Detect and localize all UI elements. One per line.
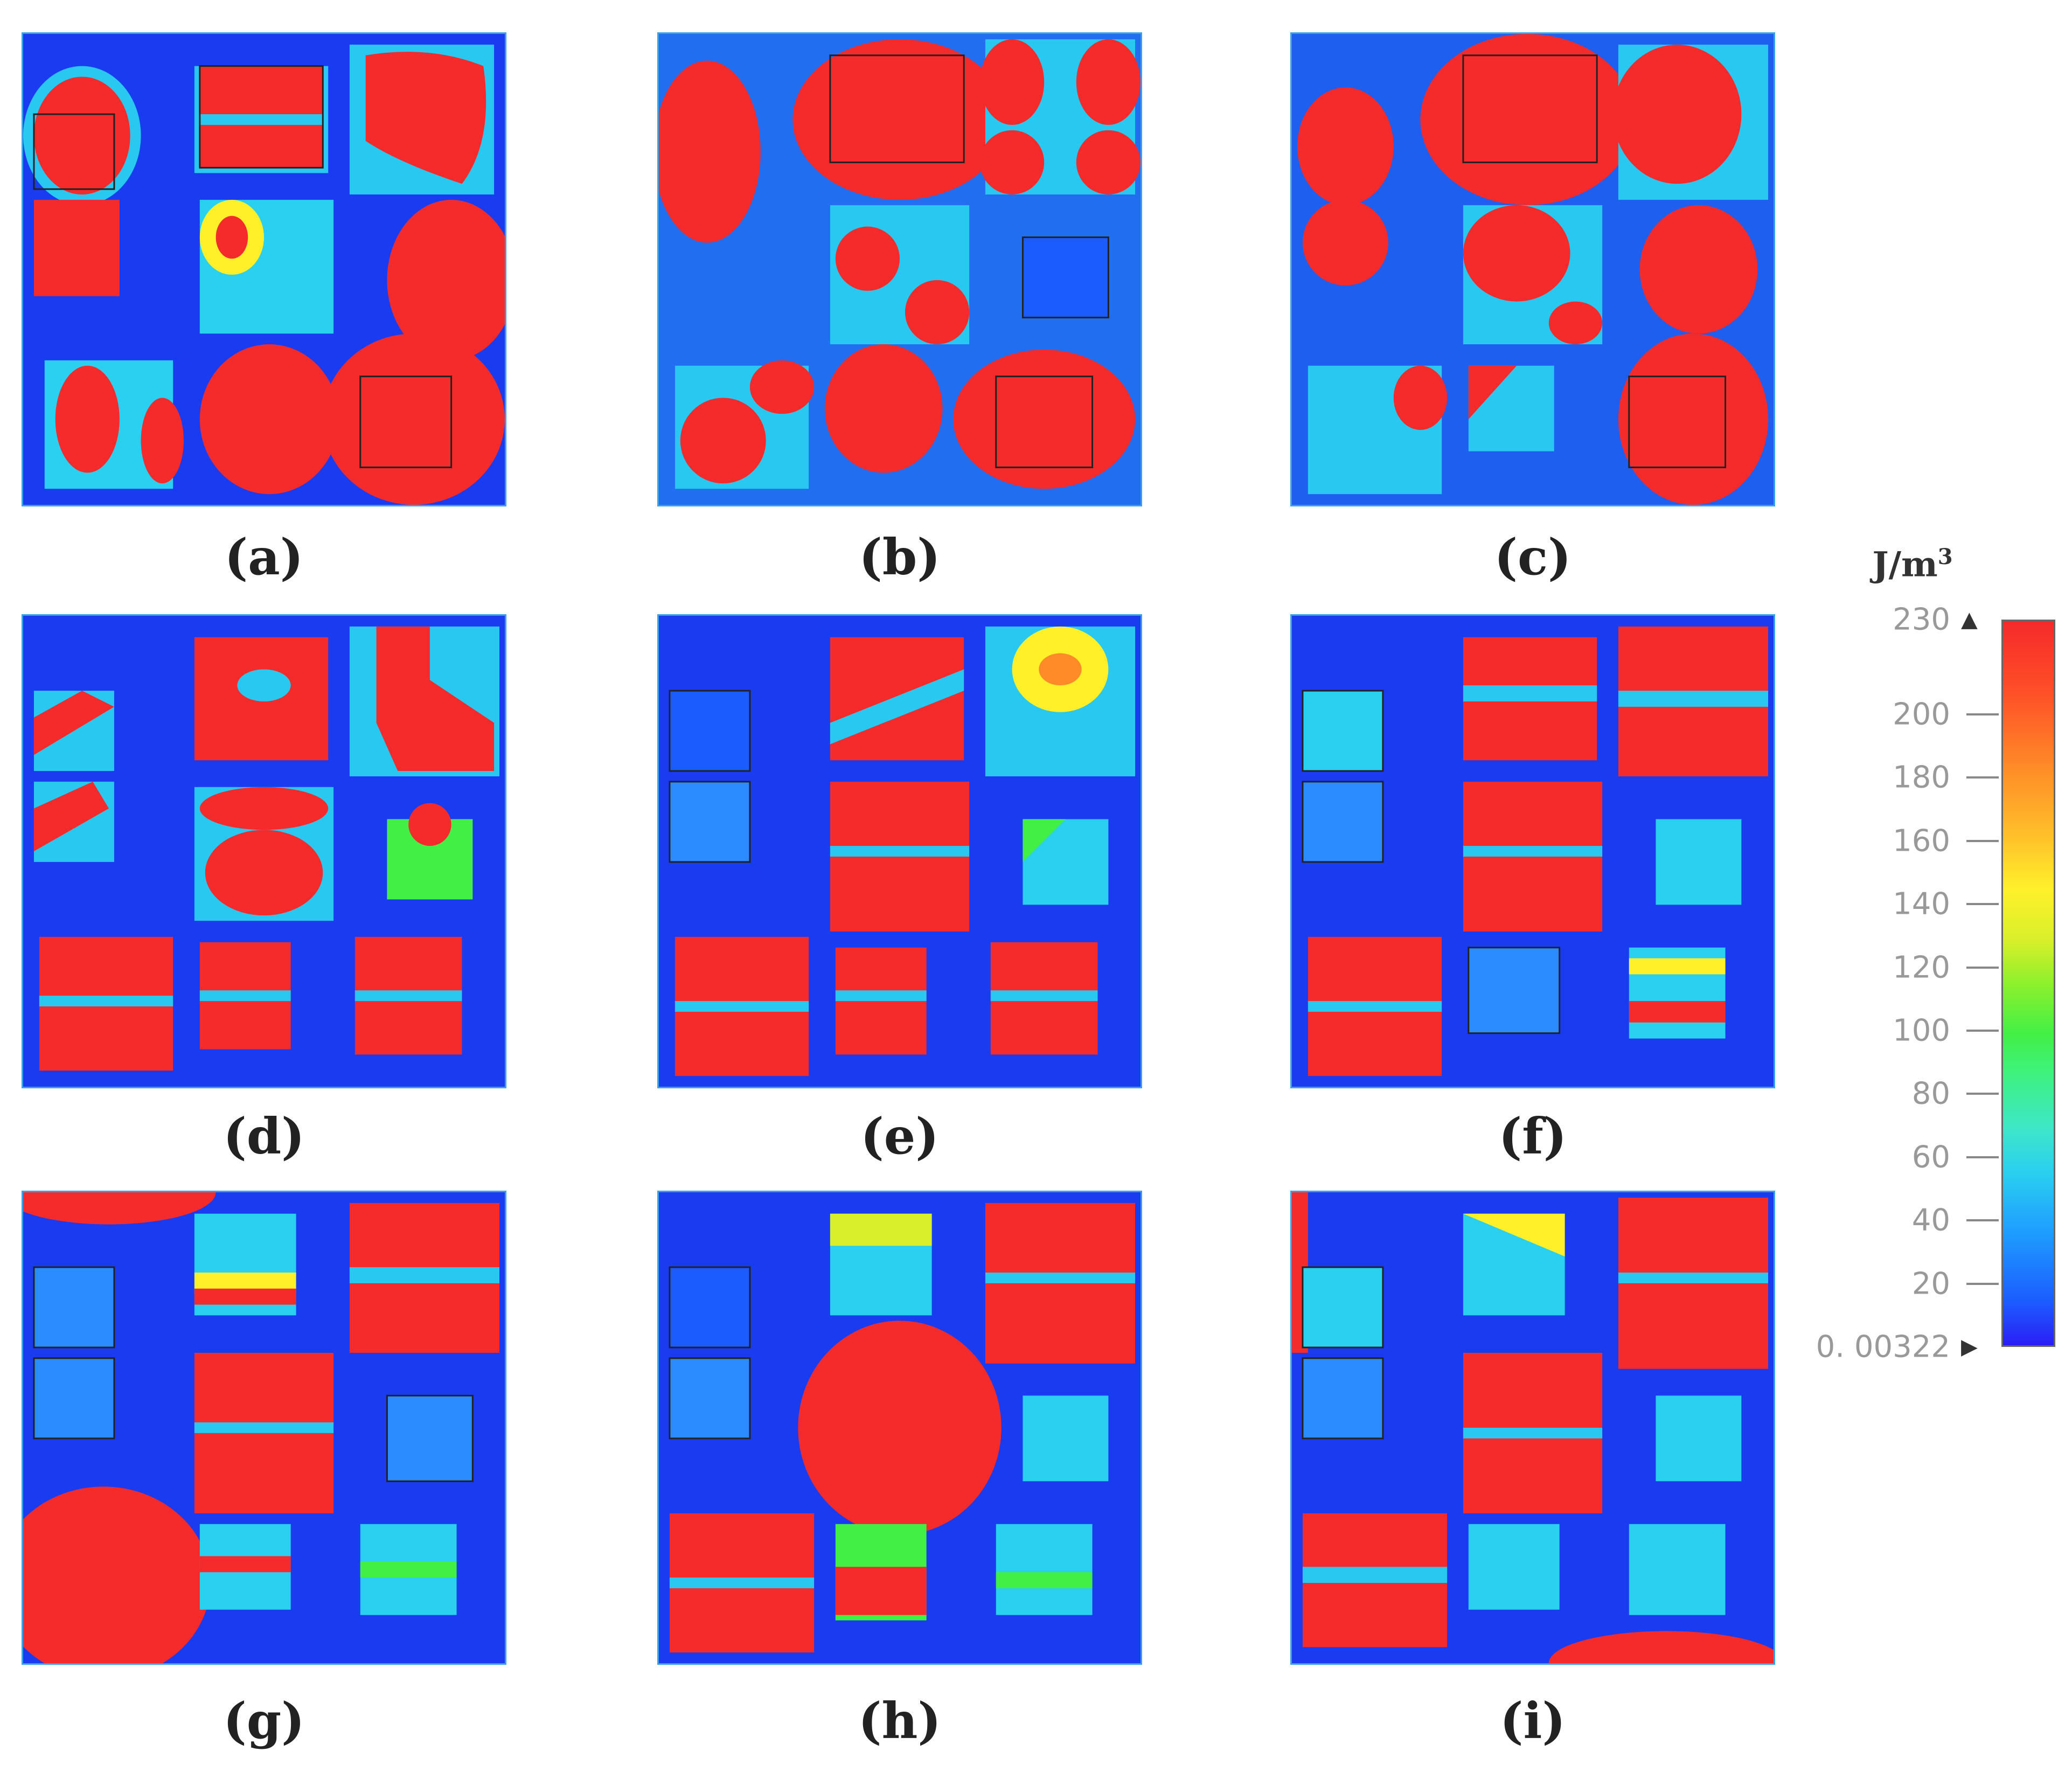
colorbar-tick-mark	[1966, 713, 1999, 716]
panel-a-caption: (a)	[224, 528, 304, 586]
panel-f-field	[1292, 616, 1774, 1087]
colorbar-tick-mark	[1966, 1282, 1999, 1285]
panel-i-field	[1292, 1192, 1774, 1663]
panel-f-caption: (f)	[1498, 1107, 1567, 1165]
colorbar-tick-label: 160	[1893, 823, 1950, 859]
panel-b-caption: (b)	[859, 528, 941, 586]
colorbar-tick-mark	[1966, 1156, 1999, 1158]
panel-g-image	[22, 1191, 506, 1665]
panel-a-image	[22, 32, 506, 506]
panel-h-image	[657, 1191, 1142, 1665]
panel-h-field	[659, 1192, 1141, 1663]
panel-b-field	[659, 34, 1141, 505]
colorbar-tick-label: 40	[1911, 1203, 1950, 1238]
panel-g-caption: (g)	[223, 1692, 305, 1750]
colorbar-unit-text: J/m	[1872, 544, 1938, 585]
colorbar-tick-label: 200	[1893, 697, 1950, 732]
panel-c-field	[1292, 34, 1774, 505]
panel-e-field	[659, 616, 1141, 1087]
colorbar-tick-label: 120	[1893, 950, 1950, 985]
colorbar-tick-mark	[1966, 1093, 1999, 1095]
colorbar-tick-mark	[1966, 839, 1999, 842]
colorbar-tick-label: 80	[1911, 1076, 1950, 1111]
panel-d-caption: (d)	[223, 1107, 305, 1165]
colorbar-tick-label: 140	[1893, 886, 1950, 922]
panel-b-image	[657, 32, 1142, 506]
colorbar-tick-label: 20	[1911, 1266, 1950, 1302]
panel-g-field	[23, 1192, 505, 1663]
colorbar-tick-mark	[1966, 1219, 1999, 1222]
colorbar-tick-mark	[1966, 966, 1999, 969]
colorbar-tick-mark	[1966, 776, 1999, 779]
colorbar-max-arrow-icon: ▲	[1961, 607, 1978, 632]
panel-e-image	[657, 614, 1142, 1088]
colorbar-tick-mark	[1966, 903, 1999, 906]
colorbar-unit-label: J/m3	[1859, 544, 1966, 585]
colorbar-min-arrow-icon: ▶	[1961, 1335, 1978, 1359]
panel-d-image	[22, 614, 506, 1088]
colorbar-tick-label: 60	[1911, 1139, 1950, 1175]
panel-f-image	[1290, 614, 1775, 1088]
colorbar	[2001, 620, 2055, 1347]
panel-c-image	[1290, 32, 1775, 506]
colorbar-unit-superscript: 3	[1937, 544, 1953, 569]
panel-a-field	[23, 34, 505, 505]
panel-d-field	[23, 616, 505, 1087]
panel-c-caption: (c)	[1494, 528, 1572, 586]
panel-e-caption: (e)	[860, 1107, 939, 1165]
panel-h-caption: (h)	[858, 1692, 941, 1750]
colorbar-tick-label: 180	[1893, 760, 1950, 795]
colorbar-tick-mark	[1966, 1030, 1999, 1032]
colorbar-tick-label: 100	[1893, 1013, 1950, 1048]
colorbar-tick-label: 0. 00322	[1816, 1329, 1950, 1365]
panel-i-caption: (i)	[1499, 1692, 1566, 1750]
panel-i-image	[1290, 1191, 1775, 1665]
colorbar-tick-label: 230	[1893, 602, 1950, 637]
